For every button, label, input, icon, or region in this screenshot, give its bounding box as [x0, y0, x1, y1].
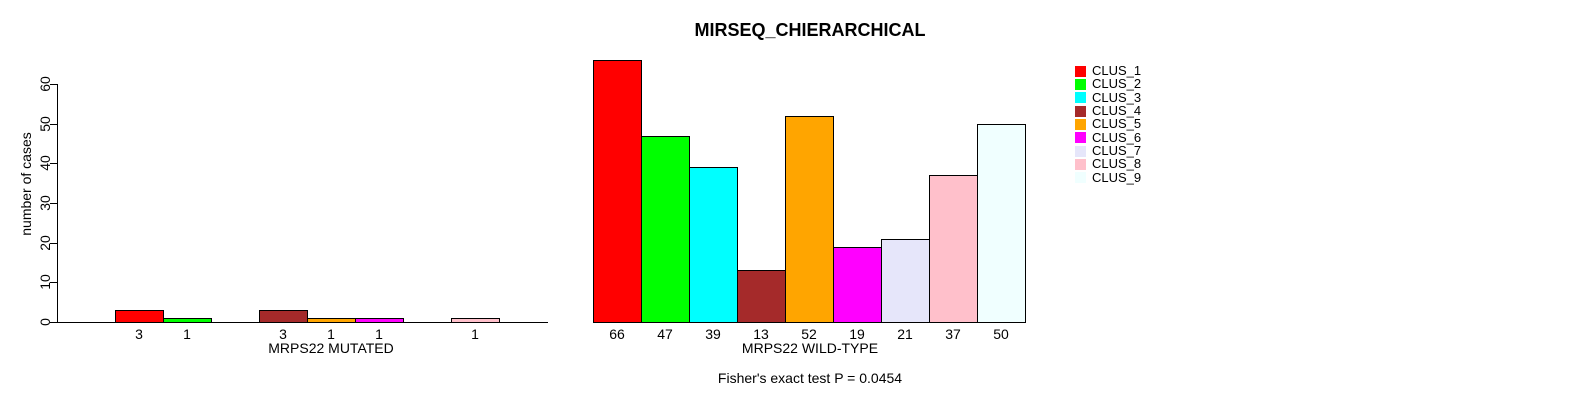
bar-value-label: 1	[375, 326, 383, 342]
bar-clus_5-wildtype	[785, 116, 834, 323]
bar-value-label: 1	[327, 326, 335, 342]
y-tick	[50, 203, 58, 204]
bar-clus_9-wildtype	[977, 124, 1026, 323]
y-tick	[50, 282, 58, 283]
legend-label-clus_3: CLUS_3	[1092, 90, 1142, 105]
y-tick-label: 40	[37, 155, 53, 171]
bar-clus_7-wildtype	[881, 239, 930, 323]
legend-swatch-clus_9	[1075, 172, 1086, 183]
y-tick-label: 10	[37, 274, 53, 290]
bar-value-label: 1	[183, 326, 191, 342]
y-tick	[50, 124, 58, 125]
bar-clus_2-wildtype	[641, 136, 690, 323]
legend-label-clus_9: CLUS_9	[1092, 170, 1142, 185]
legend-swatch-clus_7	[1075, 146, 1086, 157]
bar-clus_6-wildtype	[833, 247, 882, 323]
legend-swatch-clus_1	[1075, 66, 1086, 77]
x-axis-label-mutated: MRPS22 MUTATED	[268, 340, 394, 356]
bar-value-label: 3	[135, 326, 143, 342]
bar-clus_3-wildtype	[689, 167, 738, 323]
legend-swatch-clus_3	[1075, 92, 1086, 103]
bar-value-label: 52	[801, 326, 817, 342]
y-tick-label: 60	[37, 76, 53, 92]
y-tick	[50, 322, 58, 323]
x-axis-label-wildtype: MRPS22 WILD-TYPE	[741, 340, 879, 356]
y-tick-label: 0	[37, 318, 53, 326]
legend-label-clus_7: CLUS_7	[1092, 143, 1142, 158]
bar-clus_5-mutated	[307, 318, 356, 323]
y-tick-label: 30	[37, 195, 53, 211]
bar-clus_1-wildtype	[593, 60, 642, 323]
legend-swatch-clus_6	[1075, 132, 1086, 143]
bar-value-label: 66	[609, 326, 625, 342]
bar-clus_4-mutated	[259, 310, 308, 323]
legend-label-clus_6: CLUS_6	[1092, 130, 1142, 145]
legend-swatch-clus_4	[1075, 106, 1086, 117]
y-tick-label: 20	[37, 235, 53, 251]
legend-swatch-clus_2	[1075, 79, 1086, 90]
legend-label-clus_5: CLUS_5	[1092, 116, 1142, 131]
y-tick	[50, 243, 58, 244]
y-tick	[50, 84, 58, 85]
legend-label-clus_2: CLUS_2	[1092, 76, 1142, 91]
bar-value-label: 1	[471, 326, 479, 342]
annotation-text: Fisher's exact test P = 0.0454	[717, 370, 903, 386]
bar-clus_4-wildtype	[737, 270, 786, 323]
bar-value-label: 47	[657, 326, 673, 342]
legend-label-clus_1: CLUS_1	[1092, 63, 1142, 78]
bar-value-label: 3	[279, 326, 287, 342]
legend-swatch-clus_8	[1075, 159, 1086, 170]
bar-value-label: 39	[705, 326, 721, 342]
bar-clus_6-mutated	[355, 318, 404, 323]
bar-value-label: 19	[849, 326, 865, 342]
bar-clus_1-mutated	[115, 310, 164, 323]
chart-title: MIRSEQ_CHIERARCHICAL	[694, 20, 926, 40]
bar-clus_8-wildtype	[929, 175, 978, 323]
y-tick-label: 50	[37, 116, 53, 132]
bar-value-label: 37	[945, 326, 961, 342]
legend-swatch-clus_5	[1075, 119, 1086, 130]
legend-label-clus_4: CLUS_4	[1092, 103, 1142, 118]
y-axis-label: number of cases	[18, 132, 34, 236]
bar-value-label: 21	[897, 326, 913, 342]
bar-value-label: 50	[993, 326, 1009, 342]
legend-label-clus_8: CLUS_8	[1092, 156, 1142, 171]
bar-clus_2-mutated	[163, 318, 212, 323]
y-tick	[50, 163, 58, 164]
bar-value-label: 13	[753, 326, 769, 342]
bar-clus_8-mutated	[451, 318, 500, 323]
